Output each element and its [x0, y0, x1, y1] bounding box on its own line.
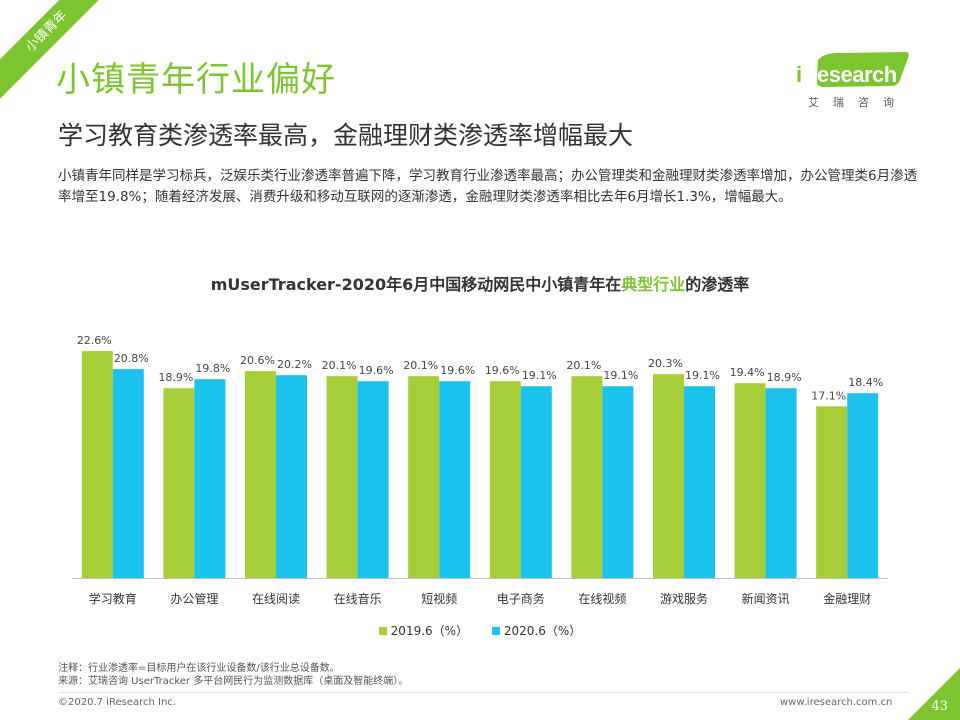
data-label-2019-6: 20.1%	[566, 359, 601, 372]
x-tick-label-7: 游戏服务	[660, 591, 708, 606]
legend-item-2020: 2020.6（%）	[491, 622, 582, 639]
data-label-2019-0: 22.6%	[77, 334, 112, 347]
bar-2019-8	[734, 383, 766, 578]
page-number: 43	[931, 699, 948, 714]
data-label-2020-7: 19.1%	[685, 369, 720, 382]
legend-swatch-2019	[378, 626, 387, 635]
bar-2020-0	[112, 369, 144, 578]
bar-2020-8	[765, 388, 797, 578]
bar-2019-3	[326, 376, 358, 578]
bar-2019-5	[489, 381, 521, 578]
chart-title-after: 的渗透率	[685, 275, 750, 294]
data-label-2019-3: 20.1%	[322, 359, 357, 372]
x-tick-label-5: 电子商务	[497, 591, 545, 606]
logo-wordmark-i: i	[796, 62, 802, 87]
bar-2019-7	[653, 374, 684, 578]
data-label-2020-4: 19.6%	[440, 364, 475, 377]
bar-2020-7	[684, 386, 715, 578]
chart-legend: 2019.6（%） 2020.6（%）	[0, 622, 960, 639]
data-label-2020-6: 19.1%	[603, 369, 638, 382]
bar-2020-4	[439, 381, 471, 578]
bar-2019-4	[408, 376, 440, 578]
footer-copyright: ©2020.7 iResearch Inc.	[58, 697, 176, 708]
note-source: 来源：艾瑞咨询 UserTracker 多平台网民行为监测数据库（桌面及智能终端…	[58, 676, 409, 687]
legend-label-2019: 2019.6（%）	[390, 624, 469, 638]
description-text: 小镇青年同样是学习标兵，泛娱乐类行业渗透率普遍下降，学习教育行业渗透率最高；办公…	[58, 168, 918, 205]
page-title: 小镇青年行业偏好	[56, 60, 336, 100]
bar-2020-3	[357, 381, 389, 578]
chart-title-highlight: 典型行业	[621, 275, 686, 294]
data-label-2020-0: 20.8%	[114, 352, 149, 365]
x-tick-label-0: 学习教育	[89, 591, 137, 606]
x-tick-label-9: 金融理财	[823, 591, 871, 606]
bar-2020-1	[194, 379, 226, 578]
data-label-2019-7: 20.3%	[648, 357, 683, 370]
data-label-2020-3: 19.6%	[359, 364, 394, 377]
legend-swatch-2020	[491, 626, 500, 635]
footer-website[interactable]: www.iresearch.com.cn	[780, 697, 893, 708]
chart-title-before: mUserTracker-2020年6月中国移动网民中小镇青年在	[210, 275, 622, 294]
data-label-2020-2: 20.2%	[277, 358, 312, 371]
data-label-2019-2: 20.6%	[240, 354, 275, 367]
data-label-2020-9: 18.4%	[848, 376, 883, 389]
logo-chinese-name: 艾瑞咨询	[808, 96, 908, 109]
page-number-triangle	[908, 668, 960, 720]
bar-2019-1	[163, 388, 195, 578]
data-label-2019-9: 17.1%	[811, 389, 846, 402]
footer-divider	[58, 692, 908, 693]
data-label-2019-4: 20.1%	[403, 359, 438, 372]
x-tick-label-4: 短视频	[421, 591, 457, 606]
iresearch-logo: iResearch 艾瑞咨询	[790, 50, 920, 110]
chart-title: mUserTracker-2020年6月中国移动网民中小镇青年在典型行业的渗透率	[0, 271, 960, 295]
bar-2019-0	[81, 351, 113, 578]
note-definition: 注释：行业渗透率=目标用户在该行业设备数/该行业总设备数。	[58, 663, 340, 674]
data-label-2019-5: 19.6%	[485, 364, 520, 377]
logo-swoosh-icon	[816, 52, 909, 87]
x-tick-label-3: 在线音乐	[334, 591, 382, 606]
bar-2020-5	[520, 386, 552, 578]
data-label-2019-8: 19.4%	[730, 366, 765, 379]
bar-2020-2	[276, 375, 307, 578]
legend-item-2019: 2019.6（%）	[378, 622, 469, 639]
x-tick-label-2: 在线阅读	[252, 592, 300, 606]
x-tick-label-8: 新闻资讯	[742, 591, 790, 606]
data-label-2019-1: 18.9%	[158, 371, 193, 384]
x-tick-label-1: 办公管理	[170, 591, 218, 606]
data-label-2020-8: 18.9%	[767, 371, 802, 384]
notes: 注释：行业渗透率=目标用户在该行业设备数/该行业总设备数。 来源：艾瑞咨询 Us…	[58, 662, 408, 688]
x-tick-label-6: 在线视频	[578, 591, 626, 606]
bar-2019-6	[571, 376, 603, 578]
logo-wordmark-rest: Research	[801, 62, 898, 87]
bar-2019-9	[816, 406, 848, 578]
data-label-2020-1: 19.8%	[195, 362, 230, 375]
bar-2019-2	[245, 371, 276, 578]
data-label-2020-5: 19.1%	[522, 369, 557, 382]
legend-label-2020: 2020.6（%）	[503, 624, 582, 638]
page-subtitle: 学习教育类渗透率最高，金融理财类渗透率增幅最大	[58, 121, 634, 150]
bar-2020-9	[847, 393, 879, 578]
bar-2020-6	[602, 386, 634, 578]
logo-wordmark: iResearch	[796, 62, 897, 88]
